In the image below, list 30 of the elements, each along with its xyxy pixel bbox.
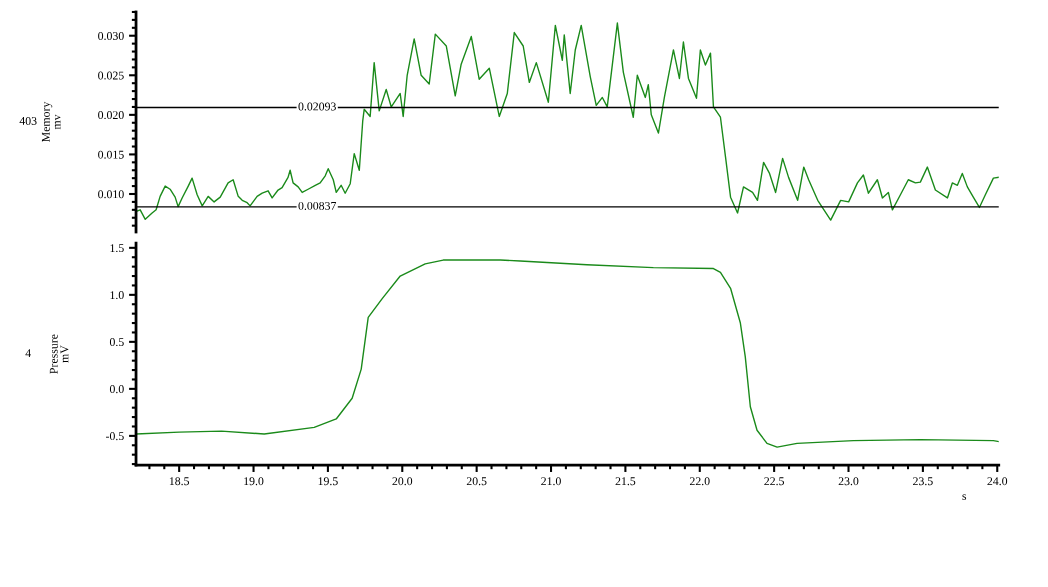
x-tick-label: 24.0	[987, 477, 1008, 486]
x-tick-label: 19.0	[244, 477, 264, 486]
y-tick-label: 0.030	[98, 31, 124, 40]
x-tick-label: 23.5	[913, 477, 933, 486]
x-tick-label: 23.0	[838, 477, 859, 486]
x-tick-label: 20.5	[466, 477, 487, 486]
ref-line-label: 0.00837	[298, 201, 337, 210]
x-tick-label: 22.5	[764, 477, 785, 486]
y-axis-title: Memory mv	[41, 101, 61, 142]
x-tick-label: 18.5	[169, 477, 190, 486]
x-tick-label: 19.5	[318, 477, 338, 486]
y-tick-label: 0.0	[109, 385, 124, 394]
y-tick-label: 1.0	[110, 291, 124, 300]
line-series	[136, 259, 999, 448]
x-axis-title: s	[962, 494, 967, 500]
text: 403	[19, 116, 37, 125]
y-axis-title: Pressure mV	[49, 334, 69, 374]
text: 4	[25, 349, 31, 357]
ref-line-label: 0.02093	[298, 102, 336, 111]
x-tick-label: 21.0	[541, 477, 561, 486]
y-tick-label: 0.020	[98, 111, 124, 120]
x-tick-label: 21.5	[615, 477, 636, 486]
x-tick-label: 22.0	[689, 477, 710, 486]
y-tick-label: 0.015	[98, 150, 124, 159]
y-tick-label: 0.5	[109, 338, 124, 347]
y-tick-label: 0.025	[98, 71, 124, 80]
y-tick-label: -0.5	[105, 432, 124, 441]
y-tick-label: 0.010	[98, 190, 124, 199]
y-tick-label: 1.5	[110, 244, 124, 253]
x-tick-label: 20.0	[392, 477, 413, 486]
